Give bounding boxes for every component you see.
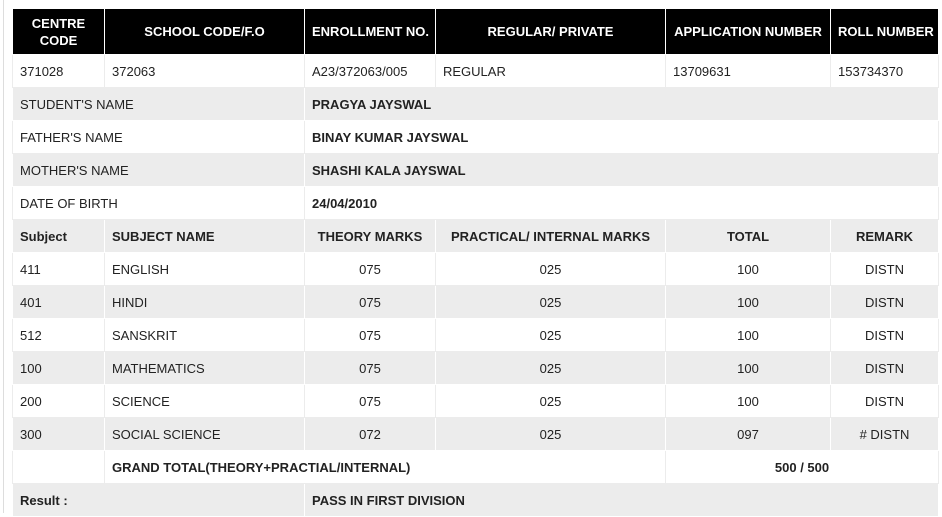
grand-total-row: GRAND TOTAL(THEORY+PRACTIAL/INTERNAL) 50… [12, 450, 939, 484]
subject-code: 512 [12, 318, 105, 352]
header-row: CENTRE CODE SCHOOL CODE/F.O ENROLLMENT N… [12, 8, 939, 55]
enrollment-no: A23/372063/005 [304, 54, 436, 88]
regular-private: REGULAR [435, 54, 666, 88]
subject-name: SOCIAL SCIENCE [104, 417, 305, 451]
container-border [3, 0, 4, 513]
subject-name: SCIENCE [104, 384, 305, 418]
father-name-row: FATHER'S NAME BINAY KUMAR JAYSWAL [12, 120, 939, 154]
header-enrollment: ENROLLMENT NO. [304, 8, 436, 55]
remark: DISTN [830, 285, 939, 319]
subject-code: 100 [12, 351, 105, 385]
student-name: PRAGYA JAYSWAL [304, 87, 939, 121]
remark: DISTN [830, 351, 939, 385]
result-row: Result : PASS IN FIRST DIVISION [12, 483, 939, 517]
total-marks: 100 [665, 318, 831, 352]
centre-code: 371028 [12, 54, 105, 88]
grand-total-label: GRAND TOTAL(THEORY+PRACTIAL/INTERNAL) [104, 450, 666, 484]
total-marks: 100 [665, 384, 831, 418]
subject-code: 300 [12, 417, 105, 451]
subject-name: MATHEMATICS [104, 351, 305, 385]
dob-row: DATE OF BIRTH 24/04/2010 [12, 186, 939, 220]
info-row: 371028 372063 A23/372063/005 REGULAR 137… [12, 54, 939, 88]
subject-name: ENGLISH [104, 252, 305, 286]
subject-code: 401 [12, 285, 105, 319]
total-marks: 100 [665, 285, 831, 319]
grand-total-empty [12, 450, 105, 484]
theory-marks: 075 [304, 384, 436, 418]
subject-row: 512 SANSKRIT 075 025 100 DISTN [12, 318, 939, 352]
mother-name: SHASHI KALA JAYSWAL [304, 153, 939, 187]
total-marks: 100 [665, 351, 831, 385]
subject-name: SANSKRIT [104, 318, 305, 352]
header-centre-code: CENTRE CODE [12, 8, 105, 55]
marks-header-practical: PRACTICAL/ INTERNAL MARKS [435, 219, 666, 253]
header-application-number: APPLICATION NUMBER [665, 8, 831, 55]
father-name: BINAY KUMAR JAYSWAL [304, 120, 939, 154]
mother-name-row: MOTHER'S NAME SHASHI KALA JAYSWAL [12, 153, 939, 187]
mother-name-label: MOTHER'S NAME [12, 153, 305, 187]
practical-marks: 025 [435, 384, 666, 418]
total-marks: 097 [665, 417, 831, 451]
header-regular-private: REGULAR/ PRIVATE [435, 8, 666, 55]
practical-marks: 025 [435, 318, 666, 352]
header-school-code: SCHOOL CODE/F.O [104, 8, 305, 55]
theory-marks: 075 [304, 351, 436, 385]
theory-marks: 075 [304, 252, 436, 286]
dob-label: DATE OF BIRTH [12, 186, 305, 220]
father-name-label: FATHER'S NAME [12, 120, 305, 154]
subject-name: HINDI [104, 285, 305, 319]
total-marks: 100 [665, 252, 831, 286]
subject-row: 100 MATHEMATICS 075 025 100 DISTN [12, 351, 939, 385]
marks-header-remark: REMARK [830, 219, 939, 253]
dob: 24/04/2010 [304, 186, 939, 220]
student-name-row: STUDENT'S NAME PRAGYA JAYSWAL [12, 87, 939, 121]
marks-header-theory: THEORY MARKS [304, 219, 436, 253]
subject-code: 411 [12, 252, 105, 286]
marks-header-subject: Subject [12, 219, 105, 253]
remark: DISTN [830, 318, 939, 352]
student-name-label: STUDENT'S NAME [12, 87, 305, 121]
marks-header-total: TOTAL [665, 219, 831, 253]
marks-header-subject-name: SUBJECT NAME [104, 219, 305, 253]
roll-number: 153734370 [830, 54, 939, 88]
theory-marks: 075 [304, 285, 436, 319]
subject-code: 200 [12, 384, 105, 418]
remark: # DISTN [830, 417, 939, 451]
subject-row: 200 SCIENCE 075 025 100 DISTN [12, 384, 939, 418]
subject-row: 401 HINDI 075 025 100 DISTN [12, 285, 939, 319]
practical-marks: 025 [435, 285, 666, 319]
application-number: 13709631 [665, 54, 831, 88]
result-table: CENTRE CODE SCHOOL CODE/F.O ENROLLMENT N… [12, 8, 939, 517]
subject-row: 300 SOCIAL SCIENCE 072 025 097 # DISTN [12, 417, 939, 451]
result-label: Result : [12, 483, 305, 517]
theory-marks: 075 [304, 318, 436, 352]
practical-marks: 025 [435, 417, 666, 451]
subject-row: 411 ENGLISH 075 025 100 DISTN [12, 252, 939, 286]
practical-marks: 025 [435, 252, 666, 286]
header-roll-number: ROLL NUMBER [830, 8, 939, 55]
school-code: 372063 [104, 54, 305, 88]
practical-marks: 025 [435, 351, 666, 385]
theory-marks: 072 [304, 417, 436, 451]
remark: DISTN [830, 384, 939, 418]
grand-total-value: 500 / 500 [665, 450, 939, 484]
remark: DISTN [830, 252, 939, 286]
marks-header-row: Subject SUBJECT NAME THEORY MARKS PRACTI… [12, 219, 939, 253]
result-value: PASS IN FIRST DIVISION [304, 483, 939, 517]
